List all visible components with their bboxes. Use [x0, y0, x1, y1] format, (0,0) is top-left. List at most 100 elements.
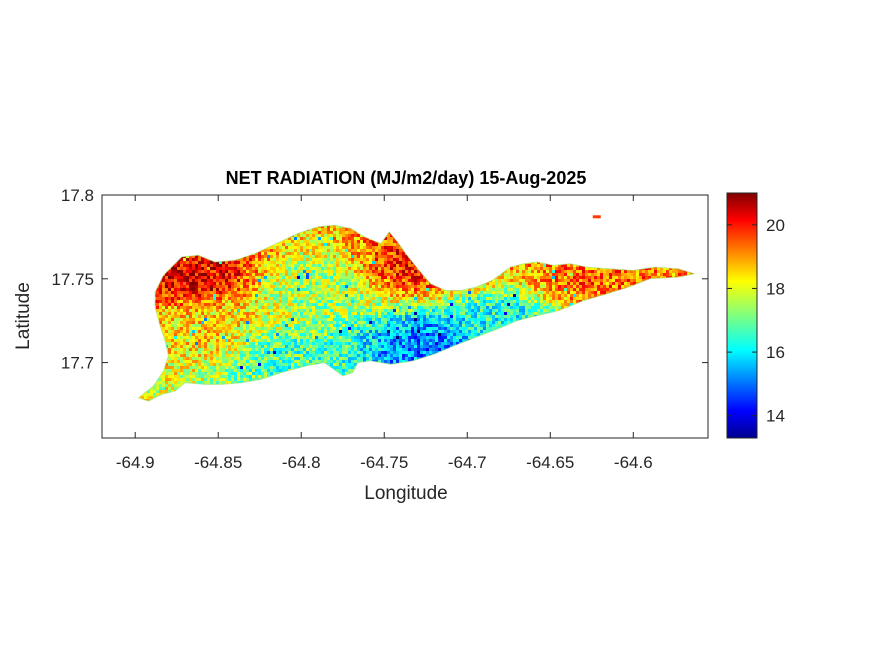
heatmap-cell: [387, 279, 391, 283]
heatmap-cell: [504, 276, 508, 280]
heatmap-cell: [291, 270, 295, 274]
heatmap-cell: [363, 240, 367, 244]
heatmap-cell: [168, 273, 172, 277]
heatmap-cell: [162, 276, 166, 280]
heatmap-cell: [546, 285, 550, 289]
heatmap-cell: [636, 276, 640, 280]
heatmap-cell: [165, 279, 169, 283]
heatmap-cell: [513, 288, 517, 292]
heatmap-cell: [309, 261, 313, 265]
heatmap-cell: [180, 270, 184, 274]
heatmap-cell: [294, 288, 298, 292]
heatmap-cell: [351, 279, 355, 283]
heatmap-cell: [333, 267, 337, 271]
heatmap-cell: [195, 282, 199, 286]
heatmap-cell: [345, 288, 349, 292]
heatmap-cell: [537, 276, 541, 280]
heatmap-cell: [600, 282, 604, 286]
heatmap-cell: [309, 288, 313, 292]
heatmap-cell: [540, 264, 544, 268]
heatmap-cell: [534, 261, 538, 265]
heatmap-cell: [360, 243, 364, 247]
heatmap-cell: [591, 270, 595, 274]
heatmap-cell: [597, 285, 601, 289]
heatmap-cell: [381, 261, 385, 265]
heatmap-cell: [378, 249, 382, 253]
heatmap-cell: [537, 279, 541, 283]
heatmap-cell: [363, 270, 367, 274]
heatmap-cell: [417, 276, 421, 280]
heatmap-cell: [600, 276, 604, 280]
heatmap-cell: [591, 267, 595, 271]
heatmap-cell: [399, 252, 403, 256]
heatmap-cell: [393, 261, 397, 265]
heatmap-cell: [375, 258, 379, 262]
heatmap-cell: [252, 285, 256, 289]
heatmap-cell: [234, 285, 238, 289]
heatmap-cell: [399, 288, 403, 292]
heatmap-cell: [186, 279, 190, 283]
heatmap-cell: [375, 252, 379, 256]
heatmap-cell: [492, 285, 496, 289]
heatmap-cell: [564, 285, 568, 289]
heatmap-cell: [330, 252, 334, 256]
heatmap-cell: [195, 288, 199, 292]
heatmap-cell: [531, 270, 535, 274]
heatmap-cell: [618, 270, 622, 274]
heatmap-cell: [273, 288, 277, 292]
heatmap-cell: [363, 282, 367, 286]
heatmap-cell: [387, 234, 391, 238]
heatmap-cell: [261, 273, 265, 277]
heatmap-cell: [345, 264, 349, 268]
heatmap-cell: [651, 273, 655, 277]
heatmap-cell: [240, 261, 244, 265]
heatmap-cell: [273, 270, 277, 274]
heatmap-cell: [624, 270, 628, 274]
heatmap-cell: [234, 282, 238, 286]
heatmap-cell: [519, 282, 523, 286]
heatmap-cell: [600, 285, 604, 289]
heatmap-cell: [390, 243, 394, 247]
heatmap-cell: [519, 264, 523, 268]
heatmap-cell: [201, 279, 205, 283]
heatmap-cell: [528, 279, 532, 283]
heatmap-cell: [567, 285, 571, 289]
heatmap-cell: [330, 246, 334, 250]
heatmap-cell: [228, 279, 232, 283]
heatmap-cell: [531, 273, 535, 277]
heatmap-cell: [162, 282, 166, 286]
heatmap-cell: [261, 288, 265, 292]
heatmap-cell: [285, 273, 289, 277]
heatmap-cell: [348, 252, 352, 256]
heatmap-cell: [315, 243, 319, 247]
heatmap-cell: [267, 270, 271, 274]
heatmap-cell: [357, 267, 361, 271]
heatmap-cell: [492, 282, 496, 286]
heatmap-cell: [615, 282, 619, 286]
heatmap-cell: [309, 243, 313, 247]
heatmap-cell: [417, 282, 421, 286]
heatmap-cell: [630, 273, 634, 277]
heatmap-cell: [216, 267, 220, 271]
heatmap-cell: [342, 231, 346, 235]
heatmap-cell: [480, 285, 484, 289]
heatmap-cell: [369, 252, 373, 256]
heatmap-cell: [291, 255, 295, 259]
heatmap-cell: [636, 273, 640, 277]
heatmap-cell: [549, 285, 553, 289]
heatmap-cell: [399, 258, 403, 262]
heatmap-cell: [372, 249, 376, 253]
heatmap-cell: [258, 282, 262, 286]
heatmap-cell: [360, 249, 364, 253]
heatmap-cell: [414, 282, 418, 286]
heatmap-cell: [186, 264, 190, 268]
heatmap-cell: [363, 249, 367, 253]
heatmap-cell: [324, 261, 328, 265]
heatmap-cell: [609, 279, 613, 283]
heatmap-cell: [306, 255, 310, 259]
heatmap-cell: [285, 252, 289, 256]
heatmap-cell: [309, 267, 313, 271]
heatmap-cell: [510, 279, 514, 283]
heatmap-cell: [603, 282, 607, 286]
heatmap-cell: [537, 264, 541, 268]
